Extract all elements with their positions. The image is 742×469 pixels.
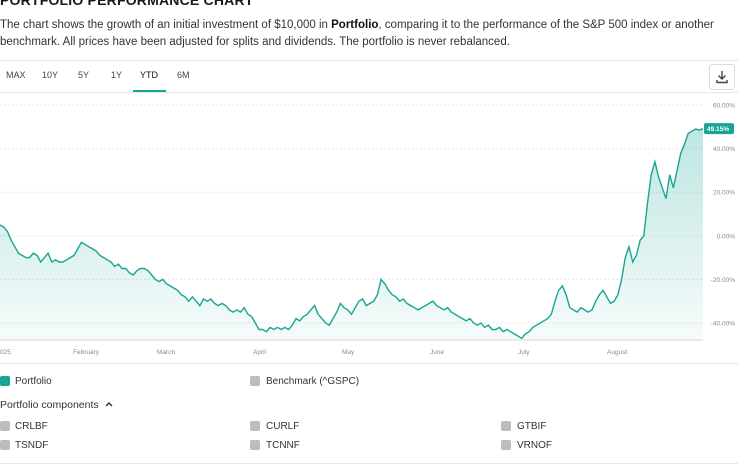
component-tsndf[interactable]: TSNDF	[15, 440, 49, 451]
component-vrnof[interactable]: VRNOF	[517, 440, 552, 451]
legend-divider	[0, 363, 738, 364]
y-tick-label: 40.00%	[713, 146, 735, 153]
tab-5y[interactable]: 5Y	[78, 70, 90, 80]
performance-chart: 60.00% 40.00% 20.00% 0.00% -20.00% -40.00% 02…	[0, 103, 736, 356]
component-swatch[interactable]	[501, 440, 511, 450]
legend-benchmark[interactable]: Benchmark (^GSPC)	[266, 376, 360, 387]
benchmark-legend-swatch[interactable]	[250, 376, 260, 386]
x-tick-label: February	[73, 349, 100, 356]
chevron-up-icon	[105, 402, 113, 407]
component-swatch[interactable]	[0, 440, 10, 450]
x-tick-label: June	[430, 349, 444, 356]
y-tick-label: 20.00%	[713, 190, 735, 197]
y-tick-label: -20.00%	[711, 277, 735, 284]
component-swatch[interactable]	[501, 421, 511, 431]
x-tick-label: May	[342, 349, 355, 356]
component-swatch[interactable]	[0, 421, 10, 431]
tab-6m[interactable]: 6M	[177, 70, 190, 80]
tab-1y[interactable]: 1Y	[111, 70, 123, 80]
portfolio-area	[0, 128, 703, 340]
components-title: Portfolio components	[0, 399, 99, 411]
x-tick-label: April	[253, 349, 267, 356]
y-tick-label: 0.00%	[717, 233, 736, 240]
bottom-divider	[0, 463, 738, 464]
x-tick-label: August	[607, 349, 627, 356]
component-swatch[interactable]	[250, 421, 260, 431]
y-tick-label: 60.00%	[713, 103, 735, 110]
active-tab-indicator	[133, 90, 166, 92]
chart-description: The chart shows the growth of an initial…	[0, 19, 714, 48]
component-curlf[interactable]: CURLF	[266, 421, 300, 432]
portfolio-legend-swatch[interactable]	[0, 376, 10, 386]
current-value-badge: 49.15%	[704, 123, 734, 135]
x-tick-label: July	[518, 349, 530, 356]
download-icon	[716, 71, 728, 84]
legend-portfolio[interactable]: Portfolio	[15, 376, 52, 387]
tab-10y[interactable]: 10Y	[42, 70, 59, 80]
download-button[interactable]	[709, 64, 735, 90]
component-crlbf[interactable]: CRLBF	[15, 421, 48, 432]
components-toggle[interactable]: Portfolio components	[0, 399, 114, 411]
x-tick-label: 025	[0, 349, 11, 356]
component-swatch[interactable]	[250, 440, 260, 450]
page-title: PORTFOLIO PERFORMANCE CHART	[0, 0, 254, 8]
component-gtbif[interactable]: GTBIF	[517, 421, 547, 432]
x-tick-label: March	[157, 349, 175, 356]
tab-max[interactable]: MAX	[6, 70, 26, 80]
period-tabs: MAX 10Y 5Y 1Y YTD 6M	[0, 60, 738, 93]
svg-text:49.15%: 49.15%	[707, 126, 729, 133]
tab-ytd[interactable]: YTD	[140, 70, 158, 80]
y-tick-label: -40.00%	[711, 321, 735, 328]
portfolio-line	[0, 128, 704, 340]
component-tcnnf[interactable]: TCNNF	[266, 440, 300, 451]
